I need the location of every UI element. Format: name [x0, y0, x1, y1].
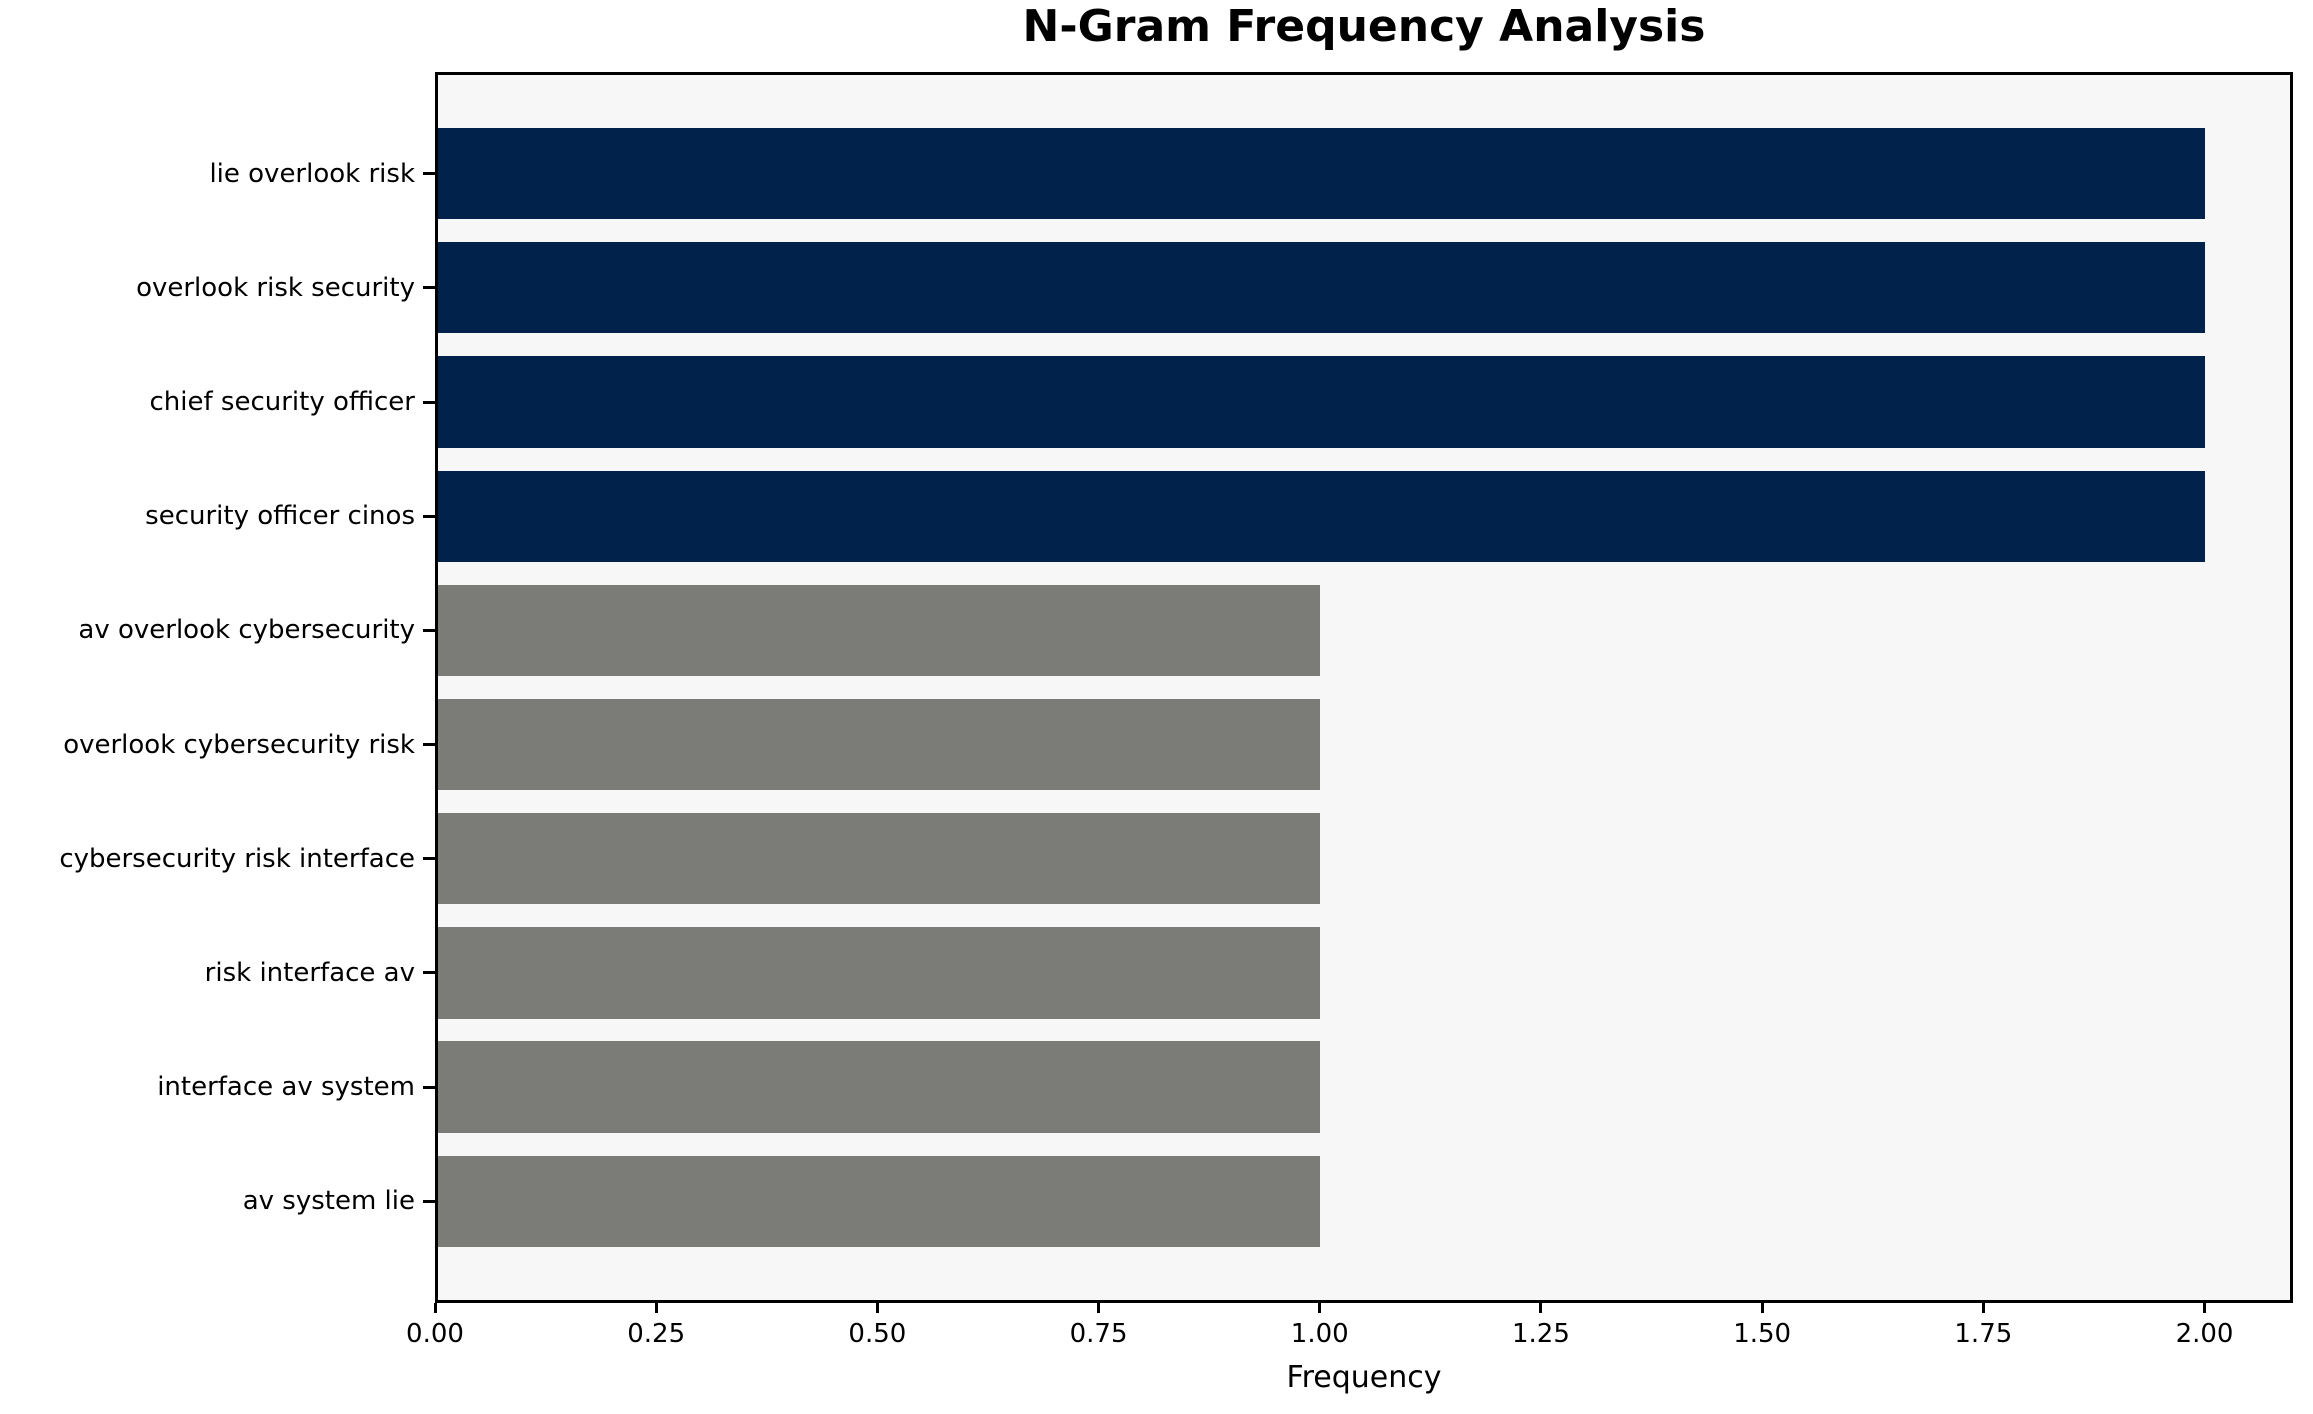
plot-area [435, 72, 2293, 1303]
y-tick-label: av system lie [242, 1186, 415, 1217]
bar-4 [435, 470, 2205, 562]
y-tick-mark [423, 514, 435, 518]
y-tick-label: lie overlook risk [209, 158, 415, 189]
x-tick-label: 1.25 [1511, 1319, 1570, 1349]
y-tick-label: interface av system [157, 1072, 415, 1103]
bar-1 [435, 127, 2205, 220]
x-tick-label: 0.75 [1069, 1319, 1128, 1349]
x-tick-label: 1.75 [1954, 1319, 2013, 1349]
bar-7 [435, 813, 1320, 905]
y-tick-mark [423, 1199, 435, 1203]
y-tick-mark [423, 400, 435, 404]
y-tick-mark [423, 286, 435, 290]
x-tick-label: 0.50 [848, 1319, 907, 1349]
x-tick-label: 1.50 [1733, 1319, 1792, 1349]
x-tick-mark [2203, 1303, 2207, 1313]
bar-8 [435, 927, 1320, 1019]
bar-6 [435, 698, 1320, 791]
y-tick-mark [423, 857, 435, 861]
y-tick-label: av overlook cybersecurity [78, 615, 415, 646]
x-tick-mark [1539, 1303, 1543, 1313]
x-tick-label: 1.00 [1290, 1319, 1349, 1349]
x-tick-mark [875, 1303, 879, 1313]
bar-9 [435, 1041, 1320, 1133]
bar-3 [435, 356, 2205, 448]
y-tick-mark [423, 628, 435, 632]
x-tick-mark [1097, 1303, 1101, 1313]
chart-title: N-Gram Frequency Analysis [1022, 1, 1706, 52]
x-tick-mark [654, 1303, 658, 1313]
x-tick-mark [433, 1303, 437, 1313]
x-tick-label: 0.00 [406, 1319, 464, 1349]
y-tick-mark [423, 1085, 435, 1089]
x-tick-label: 2.00 [2175, 1319, 2234, 1349]
y-tick-mark [423, 172, 435, 176]
bar-2 [435, 242, 2205, 334]
x-tick-label: 0.25 [627, 1319, 686, 1349]
y-tick-mark [423, 971, 435, 975]
x-tick-mark [1318, 1303, 1322, 1313]
y-tick-mark [423, 743, 435, 747]
y-tick-label: overlook risk security [136, 272, 415, 303]
bar-10 [435, 1155, 1320, 1248]
y-tick-label: cybersecurity risk interface [59, 843, 415, 874]
x-axis-title: Frequency [1286, 1360, 1442, 1395]
x-tick-mark [1981, 1303, 1985, 1313]
y-tick-label: security officer cinos [145, 501, 415, 532]
x-tick-mark [1760, 1303, 1764, 1313]
y-tick-label: overlook cybersecurity risk [63, 729, 415, 760]
y-tick-label: risk interface av [204, 957, 415, 988]
bar-5 [435, 584, 1320, 677]
y-tick-label: chief security officer [149, 387, 415, 418]
